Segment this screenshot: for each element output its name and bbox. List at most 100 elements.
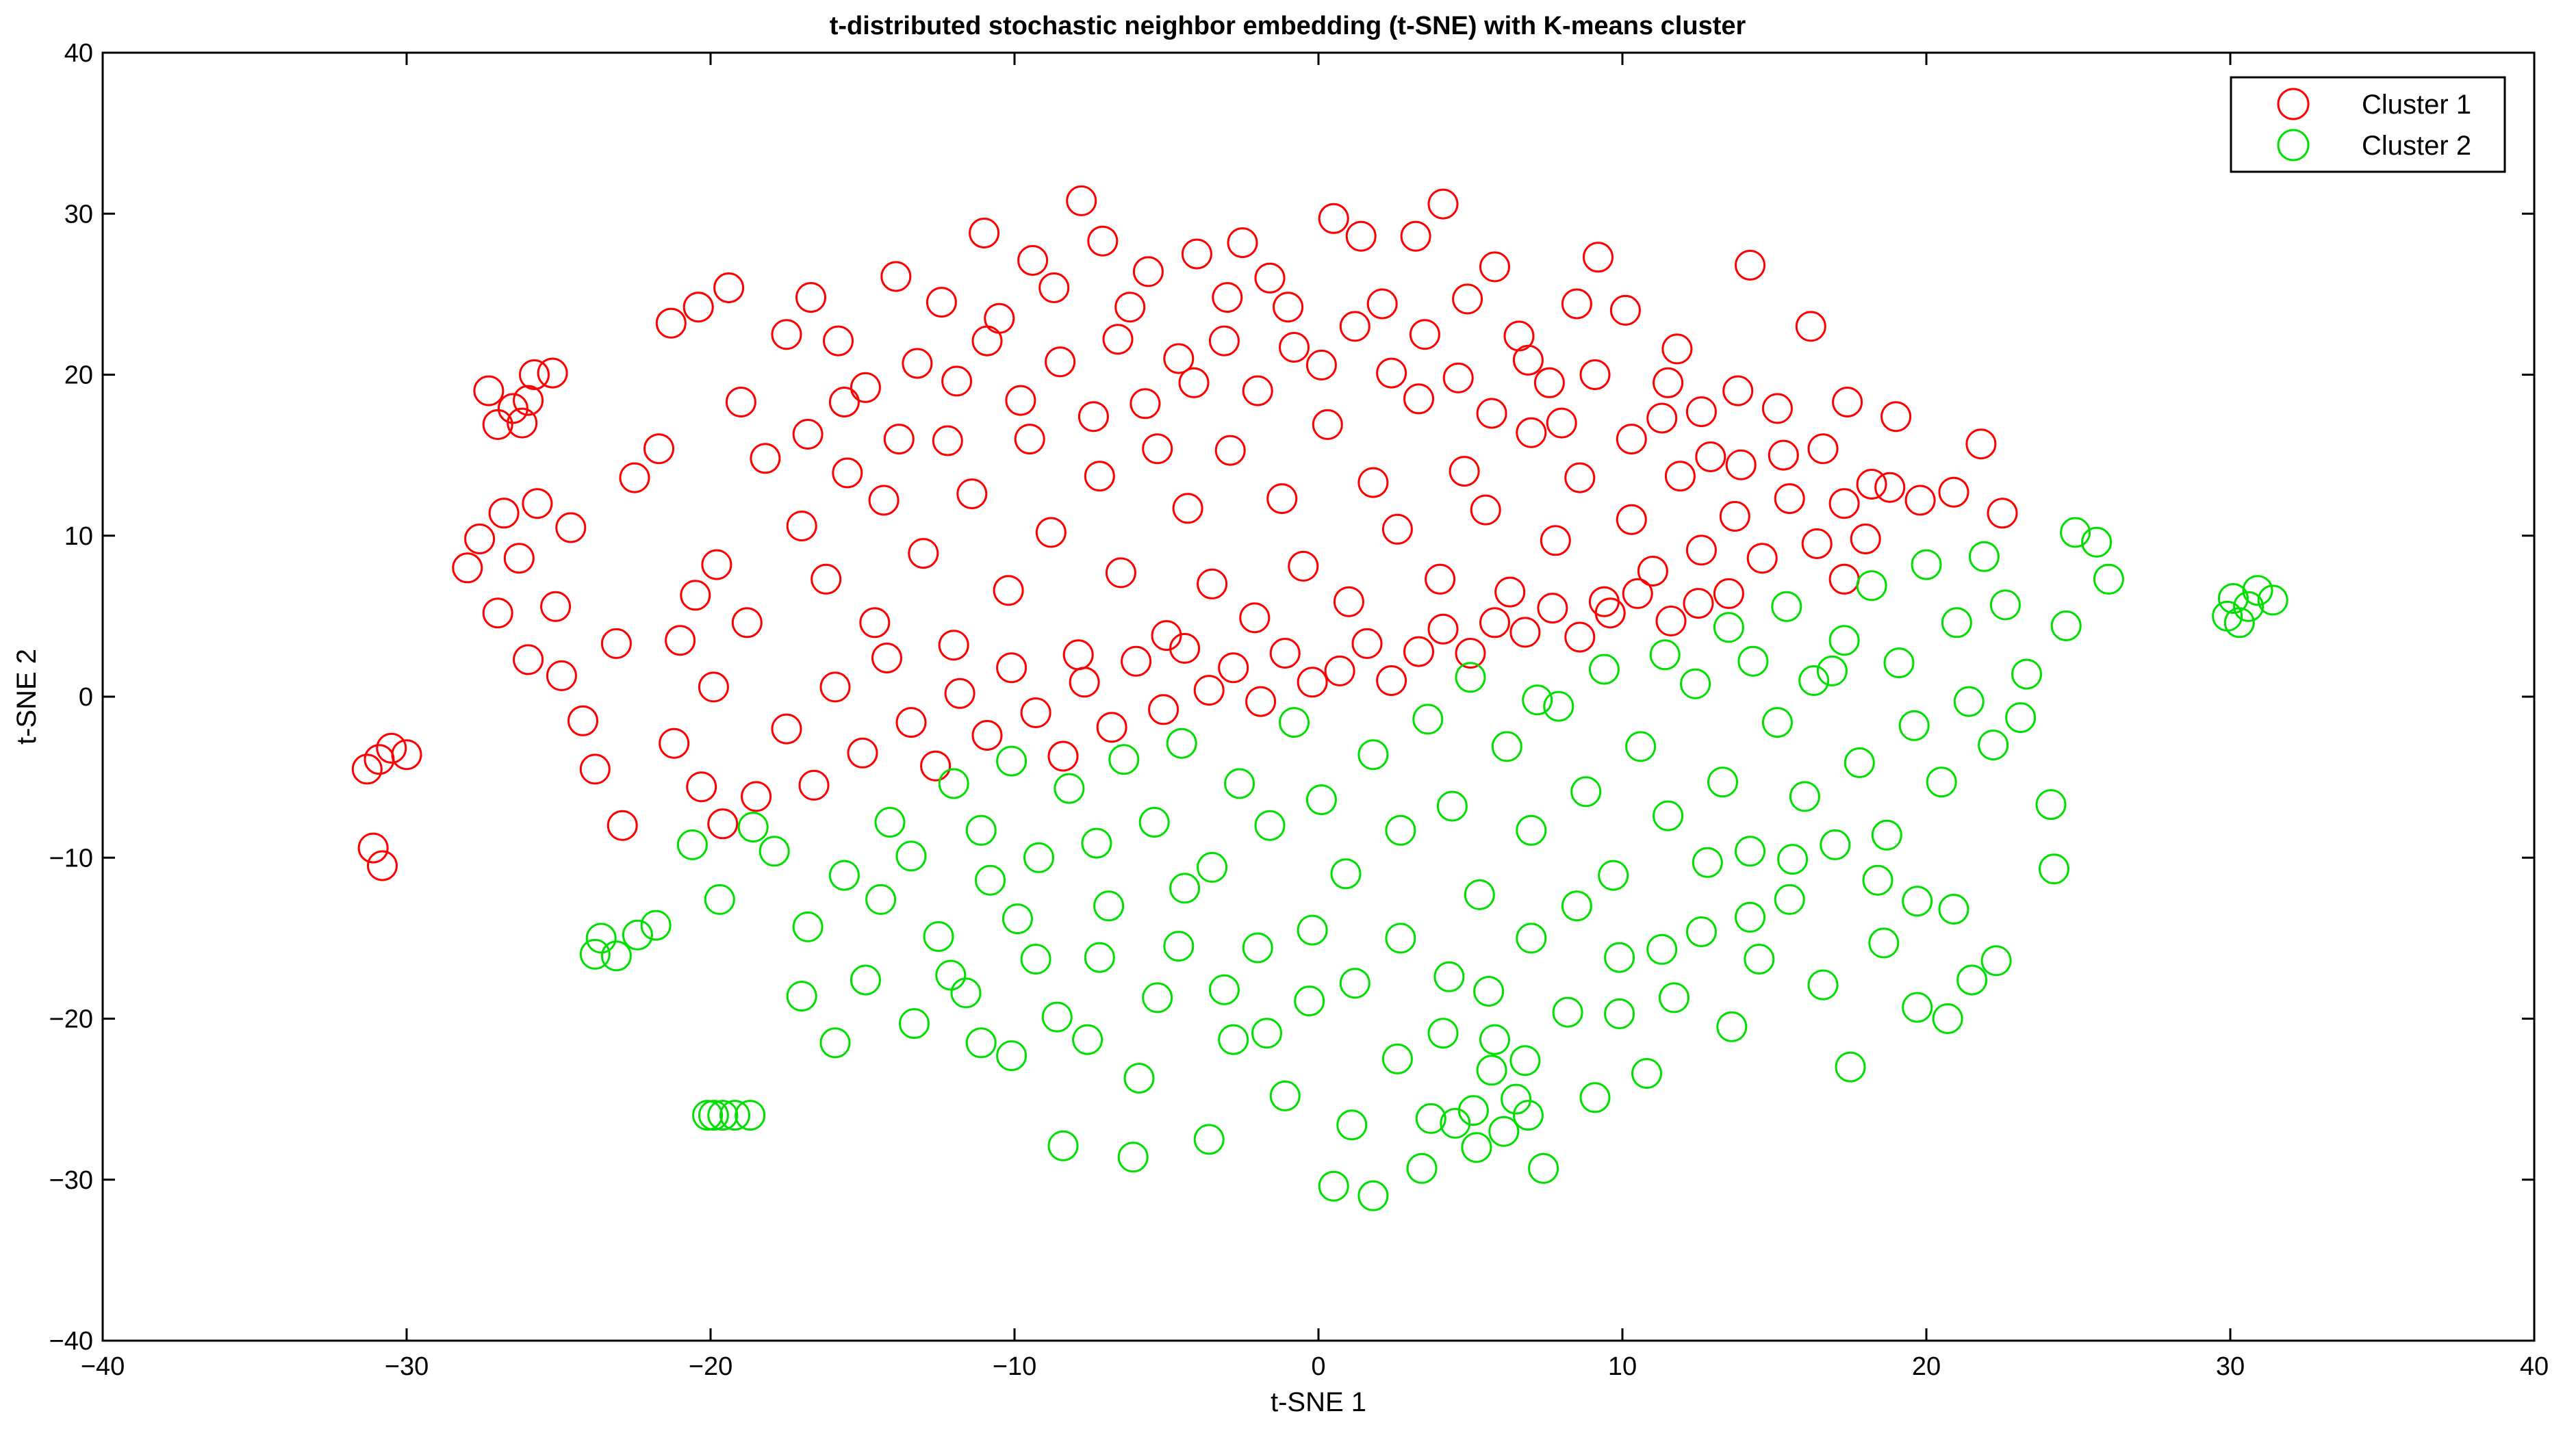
cluster-2-point	[704, 884, 735, 915]
cluster-2-point	[1761, 707, 1793, 738]
cluster-1-point	[920, 750, 952, 782]
cluster-2-point	[1002, 903, 1033, 935]
cluster-1-point	[1609, 294, 1641, 326]
cluster-2-point	[2217, 583, 2249, 614]
cluster-1-point	[1366, 288, 1398, 320]
cluster-2-point	[719, 1100, 750, 1131]
cluster-2-point	[1440, 1107, 1471, 1139]
cluster-2-point	[1330, 858, 1362, 890]
cluster-2-point	[1685, 916, 1717, 947]
cluster-1-point	[579, 753, 611, 785]
cluster-1-point	[1102, 324, 1134, 355]
cluster-1-point	[1038, 272, 1070, 303]
cluster-2-point	[707, 1100, 739, 1131]
cluster-2-point	[1279, 707, 1310, 738]
cluster-1-point	[1533, 367, 1565, 398]
cluster-2-point	[1488, 1116, 1520, 1147]
cluster-2-point	[1509, 1045, 1541, 1076]
cluster-2-point	[1871, 819, 1902, 851]
cluster-2-point	[1898, 710, 1930, 741]
cluster-2-point	[1336, 1109, 1368, 1141]
cluster-2-point	[1138, 807, 1170, 838]
cluster-1-point	[895, 707, 927, 738]
cluster-2-point	[1659, 982, 1689, 1014]
cluster-2-point	[1108, 744, 1140, 775]
cluster-2-point	[1512, 1100, 1544, 1131]
cluster-1-point	[725, 387, 756, 417]
cluster-1-point	[1305, 349, 1337, 381]
cluster-1-point	[357, 832, 389, 864]
cluster-1-point	[367, 850, 398, 881]
cluster-2-point	[1081, 827, 1112, 859]
cluster-2-point	[1117, 1142, 1149, 1173]
cluster-2-point	[1269, 1080, 1301, 1111]
cluster-2-point	[1433, 961, 1465, 992]
cluster-2-point	[1820, 829, 1851, 860]
cluster-1-point	[1400, 220, 1431, 252]
cluster-2-point	[1631, 1058, 1662, 1089]
cluster-1-point	[1212, 282, 1243, 313]
cluster-1-point	[811, 563, 842, 595]
cluster-2-point	[1771, 591, 1802, 622]
cluster-2-point	[786, 981, 817, 1012]
cluster-2-point	[735, 1100, 766, 1131]
cluster-1-point	[1449, 456, 1480, 487]
cluster-2-point	[1224, 768, 1255, 799]
cluster-2-point	[996, 745, 1028, 777]
cluster-1-point	[1722, 375, 1754, 407]
cluster-2-point	[1926, 766, 1957, 798]
cluster-1-point	[902, 348, 933, 379]
cluster-2-point	[1123, 1063, 1155, 1094]
cluster-1-point	[1218, 652, 1249, 684]
cluster-2-point	[865, 884, 897, 915]
cluster-2-point	[2050, 610, 2082, 641]
cluster-2-point	[965, 1027, 997, 1059]
cluster-2-point	[1735, 901, 1765, 933]
cluster-1-point	[513, 644, 544, 675]
cluster-1-point	[464, 524, 496, 554]
cluster-1-point	[1345, 220, 1377, 252]
cluster-1-point	[1045, 346, 1076, 378]
cluster-1-point	[798, 769, 830, 801]
cluster-1-point	[1725, 449, 1757, 480]
axis-ticks	[101, 51, 2536, 1342]
cluster-2-point	[1054, 773, 1085, 804]
cluster-1-point	[488, 498, 520, 529]
cluster-1-point	[1121, 645, 1152, 677]
cluster-1-point	[1427, 613, 1459, 645]
cluster-2-point	[1978, 730, 2009, 761]
cluster-2-point	[1902, 992, 1933, 1023]
cluster-1-point	[1087, 225, 1119, 257]
y-tick-label: −40	[49, 1327, 93, 1356]
cluster-2-point	[1516, 814, 1547, 846]
cluster-2-point	[1023, 842, 1054, 873]
cluster-1-point	[1540, 525, 1571, 556]
cluster-1-point	[1227, 227, 1258, 259]
cluster-2-point	[1579, 1082, 1611, 1113]
cluster-2-point	[1047, 1130, 1079, 1161]
cluster-2-point	[1522, 684, 1553, 716]
cluster-1-point	[1239, 602, 1271, 634]
cluster-2-point	[1169, 873, 1201, 904]
cluster-1-point	[944, 678, 975, 709]
x-tick-label: 40	[2520, 1352, 2549, 1381]
cluster-1-point	[1279, 332, 1310, 363]
cluster-1-point	[1637, 556, 1668, 586]
x-tick-label: 20	[1912, 1352, 1941, 1381]
cluster-1-point	[786, 511, 817, 542]
cluster-1-point	[643, 433, 674, 465]
cluster-2-point	[585, 923, 617, 954]
cluster-1-point	[1105, 557, 1136, 589]
cluster-2-point	[1501, 1083, 1532, 1115]
cluster-2-point	[2223, 607, 2255, 639]
cluster-1-point	[1564, 462, 1596, 493]
cluster-1-point	[1588, 586, 1620, 617]
cluster-1-point	[883, 424, 915, 455]
cluster-2-point	[1968, 541, 2000, 572]
cluster-1-point	[1169, 632, 1201, 664]
cluster-1-point	[1069, 667, 1100, 698]
cluster-1-point	[655, 307, 687, 339]
cluster-1-point	[1096, 712, 1127, 743]
cluster-1-point	[1746, 543, 1778, 574]
cluster-1-point	[1242, 375, 1273, 407]
